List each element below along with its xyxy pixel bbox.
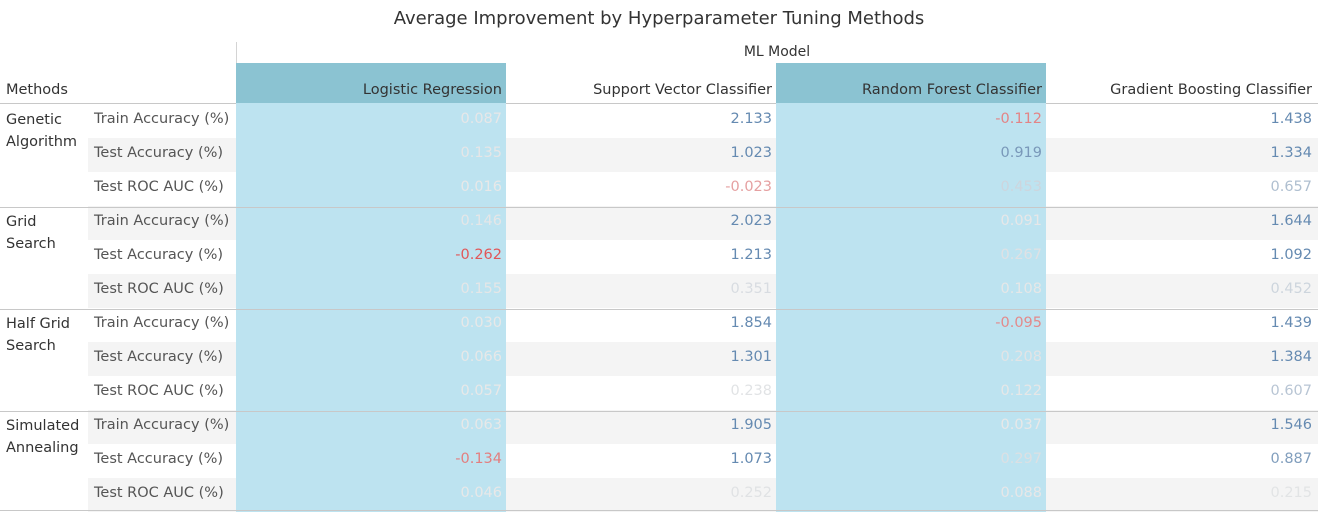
column-group-label: ML Model [743, 44, 811, 60]
data-cell[interactable]: 1.213 [730, 247, 772, 263]
data-cell[interactable]: 0.351 [730, 281, 772, 297]
data-cell[interactable]: 0.887 [1270, 451, 1312, 467]
highlight-column-0 [236, 103, 506, 512]
data-cell[interactable]: 0.066 [460, 349, 502, 365]
data-cell[interactable]: 1.854 [730, 315, 772, 331]
method-label: Simulated Annealing [6, 418, 80, 456]
data-cell[interactable]: 1.546 [1270, 417, 1312, 433]
data-cell[interactable]: 2.023 [730, 213, 772, 229]
method-label: Grid Search [6, 214, 56, 252]
data-cell[interactable]: 0.267 [1000, 247, 1042, 263]
data-cell[interactable]: 0.919 [1000, 145, 1042, 161]
data-cell[interactable]: 0.453 [1000, 179, 1042, 195]
data-cell[interactable]: 0.155 [460, 281, 502, 297]
metric-label: Train Accuracy (%) [94, 417, 230, 433]
metric-label: Test ROC AUC (%) [94, 281, 224, 297]
data-cell[interactable]: 0.057 [460, 383, 502, 399]
column-header-gradient-boosting-classifier[interactable]: Gradient Boosting Classifier [1110, 82, 1312, 98]
data-cell[interactable]: 0.607 [1270, 383, 1312, 399]
data-cell[interactable]: 1.073 [730, 451, 772, 467]
column-header-logistic-regression[interactable]: Logistic Regression [362, 82, 502, 98]
highlight-column-2 [776, 103, 1046, 512]
data-cell[interactable]: 0.452 [1270, 281, 1312, 297]
method-label: Genetic Algorithm [6, 112, 78, 150]
metric-label: Train Accuracy (%) [94, 111, 230, 127]
metric-label: Test Accuracy (%) [94, 247, 224, 263]
data-cell[interactable]: -0.262 [455, 247, 502, 263]
data-cell[interactable]: -0.134 [455, 451, 502, 467]
data-cell[interactable]: 1.905 [730, 417, 772, 433]
data-cell[interactable]: 0.087 [460, 111, 502, 127]
data-cell[interactable]: 0.037 [1000, 417, 1042, 433]
data-cell[interactable]: 1.092 [1270, 247, 1312, 263]
data-cell[interactable]: 0.215 [1270, 485, 1312, 501]
group-rule [0, 309, 1318, 310]
data-cell[interactable]: 0.030 [460, 315, 502, 331]
method-label: Half Grid Search [6, 316, 70, 354]
data-cell[interactable]: 0.657 [1270, 179, 1312, 195]
data-cell[interactable]: 0.108 [1000, 281, 1042, 297]
data-cell[interactable]: 1.334 [1270, 145, 1312, 161]
data-cell[interactable]: 0.146 [460, 213, 502, 229]
metric-label: Test ROC AUC (%) [94, 179, 224, 195]
data-cell[interactable]: 1.439 [1270, 315, 1312, 331]
data-cell[interactable]: 1.384 [1270, 349, 1312, 365]
data-cell[interactable]: 0.208 [1000, 349, 1042, 365]
column-header-random-forest-classifier[interactable]: Random Forest Classifier [862, 82, 1042, 98]
data-cell[interactable]: 0.046 [460, 485, 502, 501]
metric-label: Train Accuracy (%) [94, 315, 230, 331]
column-header-support-vector-classifier[interactable]: Support Vector Classifier [593, 82, 772, 98]
metric-label: Test ROC AUC (%) [94, 383, 224, 399]
metric-label: Test Accuracy (%) [94, 451, 224, 467]
data-cell[interactable]: 0.016 [460, 179, 502, 195]
group-rule [0, 411, 1318, 412]
bottom-rule [0, 510, 1318, 511]
data-cell[interactable]: 0.238 [730, 383, 772, 399]
highlight-header-logistic-regression [236, 63, 506, 103]
data-cell[interactable]: 0.088 [1000, 485, 1042, 501]
data-cell[interactable]: 0.252 [730, 485, 772, 501]
data-cell[interactable]: 0.297 [1000, 451, 1042, 467]
data-cell[interactable]: 1.438 [1270, 111, 1312, 127]
data-cell[interactable]: 2.133 [730, 111, 772, 127]
metric-label: Test Accuracy (%) [94, 145, 224, 161]
methods-header: Methods [6, 82, 68, 98]
data-cell[interactable]: 1.644 [1270, 213, 1312, 229]
group-rule [0, 207, 1318, 208]
metric-label: Test ROC AUC (%) [94, 485, 224, 501]
metric-label: Test Accuracy (%) [94, 349, 224, 365]
data-cell[interactable]: 1.301 [730, 349, 772, 365]
data-cell[interactable]: 0.063 [460, 417, 502, 433]
highlight-header-random-forest [776, 63, 1046, 103]
data-cell[interactable]: -0.112 [995, 111, 1042, 127]
data-cell[interactable]: 0.091 [1000, 213, 1042, 229]
chart-title: Average Improvement by Hyperparameter Tu… [393, 8, 925, 29]
data-cell[interactable]: -0.023 [725, 179, 772, 195]
data-cell[interactable]: -0.095 [995, 315, 1042, 331]
metric-label: Train Accuracy (%) [94, 213, 230, 229]
data-cell[interactable]: 0.122 [1000, 383, 1042, 399]
data-cell[interactable]: 1.023 [730, 145, 772, 161]
data-cell[interactable]: 0.135 [460, 145, 502, 161]
header-rule [0, 103, 1318, 104]
